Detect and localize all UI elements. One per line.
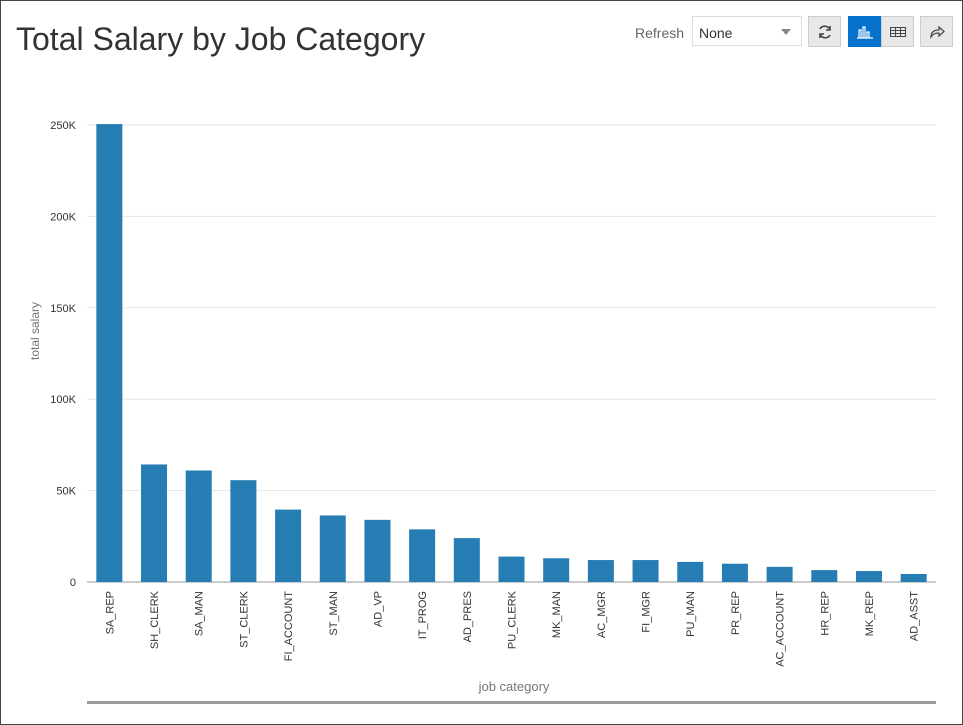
x-tick-label: SA_MAN [194,591,206,636]
bar-sa_rep[interactable] [96,124,123,582]
y-tick-label: 0 [70,577,76,589]
x-tick-label: MK_MAN [551,591,563,638]
x-tick-label: SH_CLERK [149,590,161,649]
bar-hr_rep[interactable] [811,570,838,582]
refresh-value: None [699,25,733,41]
x-tick-label: ST_CLERK [238,590,250,648]
bar-ad_asst[interactable] [900,573,927,582]
x-tick-label: AD_PRES [462,591,474,642]
refresh-icon [818,24,831,39]
page-title: Total Salary by Job Category [16,21,426,57]
share-button[interactable] [920,16,953,47]
x-tick-label: AC_ACCOUNT [775,591,787,667]
x-tick-label: PU_MAN [685,591,697,637]
bar-st_clerk[interactable] [230,480,257,582]
y-tick-label: 250K [50,120,76,132]
bar-pu_clerk[interactable] [498,556,525,582]
chart-view-button[interactable] [848,16,881,47]
bar-st_man[interactable] [319,515,346,582]
x-tick-label: AC_MGR [596,591,608,638]
bar-pu_man[interactable] [677,561,704,582]
y-tick-label: 100K [50,394,76,406]
x-tick-label: AD_ASST [909,591,921,641]
bar-sh_clerk[interactable] [141,464,168,582]
x-tick-label: MK_REP [864,591,876,636]
refresh-button[interactable] [808,16,841,47]
y-tick-label: 200K [50,211,76,223]
bar-mk_rep[interactable] [855,571,882,582]
bar-ac_mgr[interactable] [587,560,614,582]
y-tick-label: 50K [56,486,76,498]
x-tick-label: ST_MAN [328,591,340,636]
refresh-select[interactable]: None [692,16,802,46]
x-tick-label: FI_ACCOUNT [283,591,295,662]
x-tick-label: PR_REP [730,591,742,635]
overview-scrollbar[interactable] [87,701,936,704]
x-tick-label: HR_REP [819,591,831,636]
x-tick-label: FI_MGR [641,591,653,633]
bar-ad_pres[interactable] [453,538,480,582]
x-tick-label: IT_PROG [417,591,429,639]
bar-sa_man[interactable] [185,470,212,582]
share-icon [929,25,945,39]
bar-fi_account[interactable] [275,509,302,582]
bar-it_prog[interactable] [409,529,436,582]
y-tick-label: 150K [50,303,76,315]
bar-fi_mgr[interactable] [632,560,659,582]
chart-view-icon [856,25,873,39]
bar-pr_rep[interactable] [721,563,748,582]
x-tick-label: AD_VP [372,591,384,627]
chevron-down-icon [781,29,791,35]
bar-ac_account[interactable] [766,566,793,582]
table-view-button[interactable] [881,16,914,47]
x-tick-label: PU_CLERK [507,590,519,649]
x-tick-label: SA_REP [104,591,116,634]
x-axis-title: job category [478,679,550,694]
bar-mk_man[interactable] [543,558,570,582]
table-view-icon [889,26,906,37]
bar-ad_vp[interactable] [364,519,391,582]
refresh-label: Refresh [635,25,685,41]
y-axis-title: total salary [28,302,42,360]
